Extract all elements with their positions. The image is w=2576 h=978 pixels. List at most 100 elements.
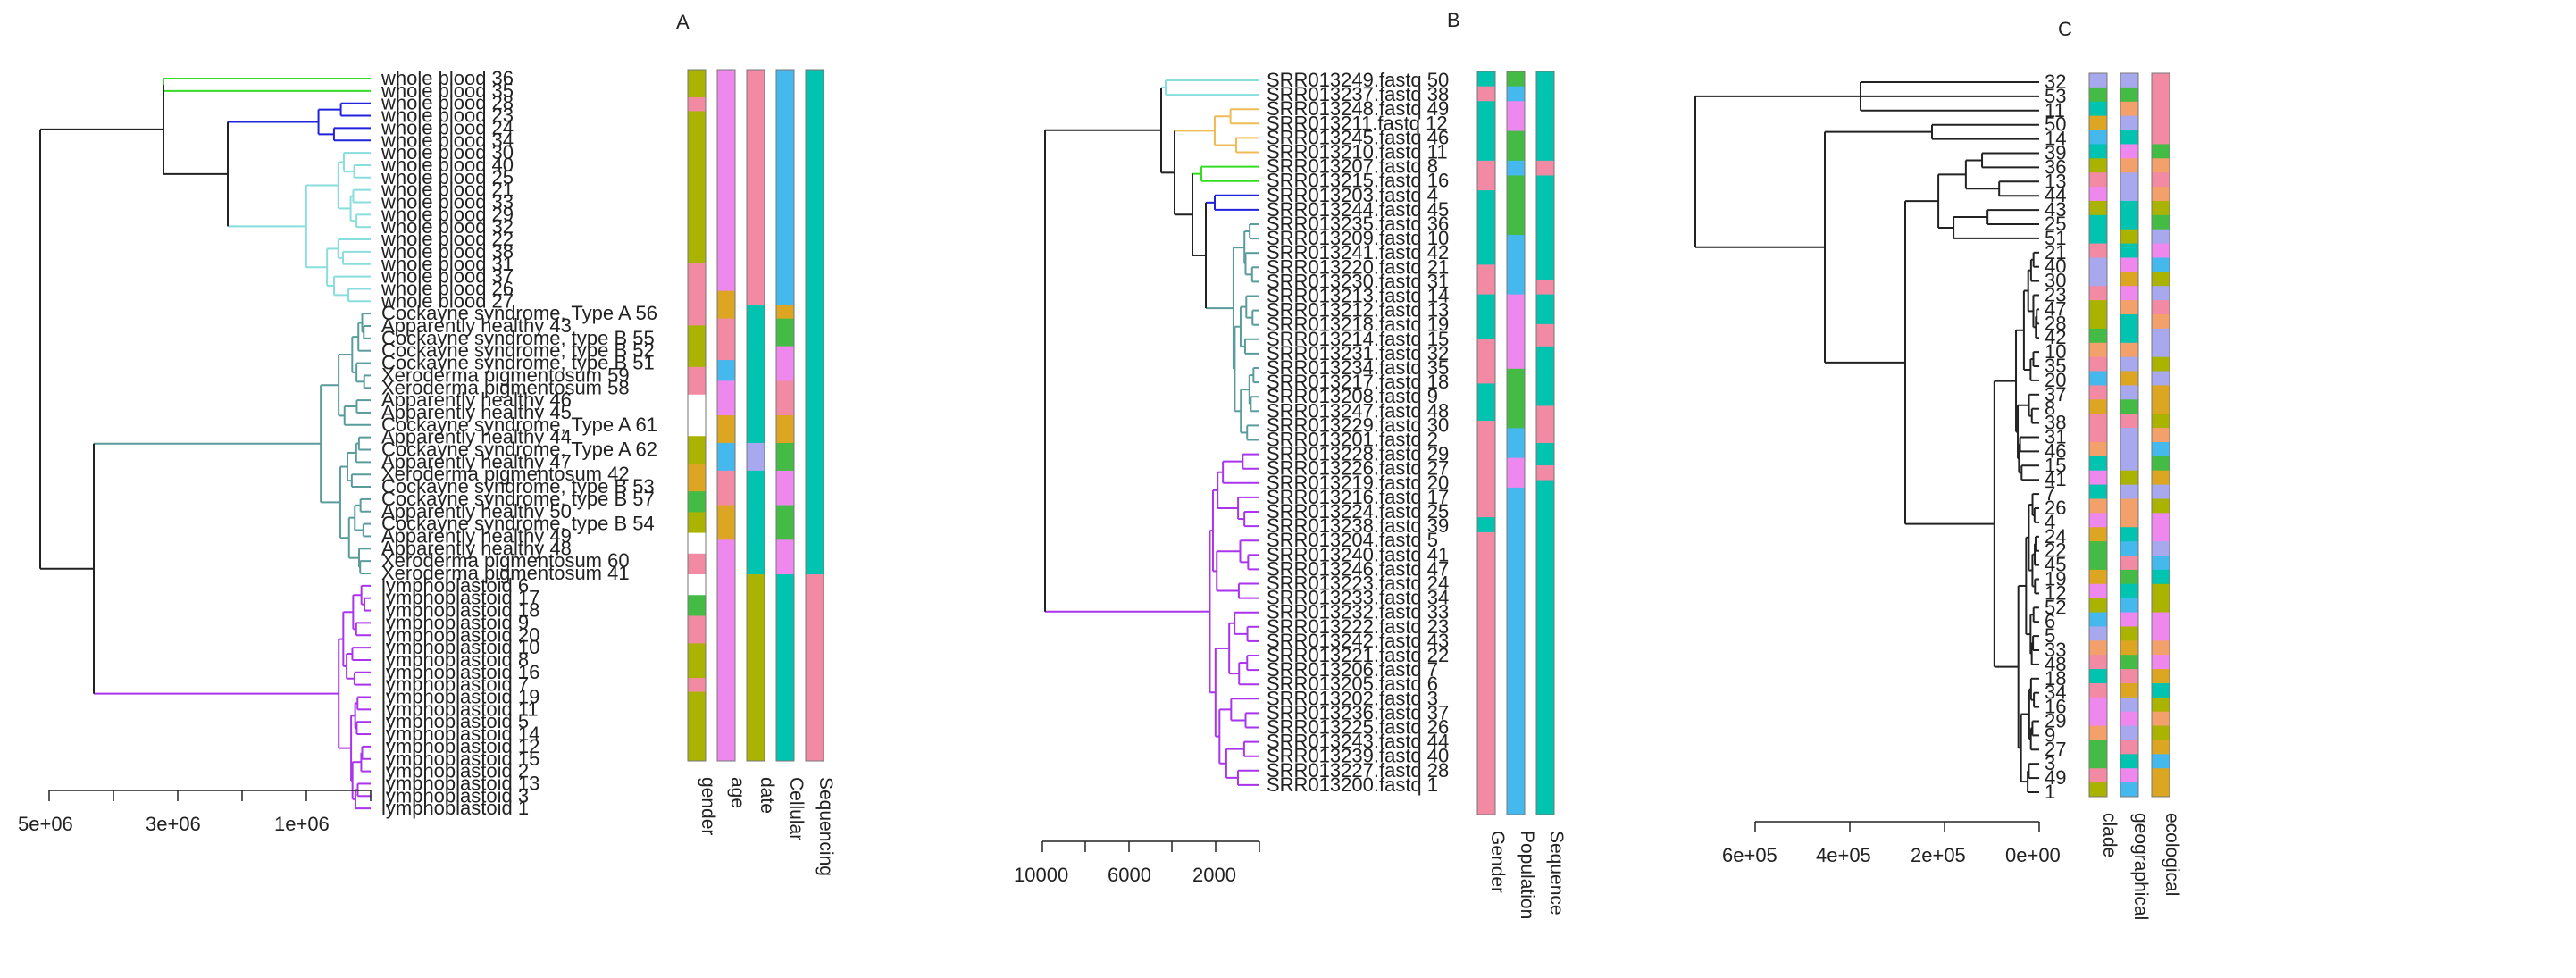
leaf-label: 14 bbox=[2045, 128, 2066, 150]
color-bar-c-segment bbox=[2089, 612, 2107, 627]
color-bar-label: Gender bbox=[1487, 831, 1508, 893]
leaf-label: whole blood 21 bbox=[381, 179, 514, 201]
color-bar-c-segment bbox=[2120, 73, 2138, 88]
color-bar-a-segment bbox=[776, 442, 794, 472]
color-bar-c-segment bbox=[2120, 484, 2138, 499]
color-bar-c-segment bbox=[2120, 229, 2138, 245]
leaf-label: whole blood 24 bbox=[381, 116, 514, 138]
color-bar-c-segment bbox=[2089, 556, 2107, 571]
leaf-label: whole blood 30 bbox=[381, 141, 514, 163]
color-bar-c-segment bbox=[2089, 272, 2107, 287]
color-bar-b-segment bbox=[1507, 487, 1525, 518]
leaf-label: Apparently healthy 43 bbox=[381, 314, 572, 337]
color-bar-label: gender bbox=[698, 777, 718, 835]
color-bar-c-segment bbox=[2120, 172, 2138, 188]
leaf-label: 11 bbox=[2045, 99, 2065, 121]
color-bar-a-segment bbox=[776, 415, 794, 444]
color-bar-a-segment bbox=[688, 512, 706, 534]
color-bar-c-segment bbox=[2089, 682, 2107, 698]
color-bar-c-segment bbox=[2152, 782, 2170, 798]
color-bar-c-segment bbox=[2120, 754, 2138, 769]
leaf-label: SRR013210.fastq 11 bbox=[1267, 141, 1448, 163]
axis-tick-label: 0e+00 bbox=[2005, 844, 2061, 866]
leaf-label: Cockayne syndrome, Type A 62 bbox=[381, 439, 657, 461]
color-bar-c-segment bbox=[2089, 498, 2107, 514]
color-bar-c-segment bbox=[2152, 513, 2170, 528]
color-bar-b-segment bbox=[1477, 190, 1495, 221]
color-bar-c-segment bbox=[2089, 144, 2107, 159]
leaf-label: 9 bbox=[2045, 723, 2055, 746]
color-bar-c-segment bbox=[2152, 356, 2170, 372]
leaf-label: 32 bbox=[2045, 71, 2066, 93]
color-bar-c-segment bbox=[2089, 725, 2107, 740]
leaf-label: SRR013245.fastq 46 bbox=[1267, 126, 1449, 148]
color-bar-c-segment bbox=[2120, 470, 2138, 486]
leaf-label: 41 bbox=[2045, 468, 2066, 490]
color-bar-c-segment bbox=[2120, 612, 2138, 627]
leaf-label: whole blood 23 bbox=[381, 104, 514, 127]
color-bar-b-outline bbox=[1506, 71, 1526, 815]
leaf-label: SRR013231.fastq 32 bbox=[1267, 342, 1449, 364]
leaf-label: 27 bbox=[2045, 738, 2066, 760]
leaf-label: SRR013243.fastq 44 bbox=[1267, 731, 1449, 753]
color-bar-a-outline bbox=[716, 69, 736, 762]
leaf-label: whole blood 32 bbox=[381, 215, 514, 238]
color-bar-c-segment bbox=[2152, 598, 2170, 614]
leaf-label: SRR013233.fastq 34 bbox=[1267, 587, 1449, 609]
leaf-label: SRR013216.fastq 17 bbox=[1267, 486, 1449, 508]
color-bar-c-segment bbox=[2089, 527, 2107, 542]
leaf-label: 51 bbox=[2045, 227, 2066, 249]
color-bar-c-segment bbox=[2089, 569, 2107, 585]
color-bar-c-segment bbox=[2152, 87, 2170, 103]
color-bar-a-segment bbox=[717, 360, 735, 381]
color-bar-c-segment bbox=[2152, 470, 2170, 486]
color-bar-b-segment bbox=[1477, 294, 1495, 340]
leaf-label: 28 bbox=[2045, 312, 2066, 334]
color-bar-c-segment bbox=[2152, 101, 2170, 117]
leaf-label: Cockayne syndrome, type B 57 bbox=[381, 488, 655, 510]
leaf-label: SRR013228.fastq 29 bbox=[1267, 443, 1449, 465]
color-bar-c-segment bbox=[2089, 229, 2107, 245]
leaf-label: 16 bbox=[2045, 696, 2066, 718]
color-bar-c-segment bbox=[2120, 556, 2138, 571]
color-bar-a-segment bbox=[717, 505, 735, 540]
color-bar-a-segment bbox=[717, 380, 735, 416]
leaf-label: lymphoblastoid 13 bbox=[381, 772, 539, 794]
leaf-label: 4 bbox=[2045, 511, 2055, 533]
leaf-label: lymphoblastoid 5 bbox=[381, 710, 529, 732]
leaf-label: Apparently healthy 45 bbox=[381, 401, 572, 423]
leaf-label: whole blood 28 bbox=[381, 92, 514, 114]
color-bar-c-segment bbox=[2152, 626, 2170, 641]
color-bar-c-segment bbox=[2152, 272, 2170, 287]
leaf-label: SRR013232.fastq 33 bbox=[1267, 601, 1449, 623]
leaf-label: SRR013222.fastq 23 bbox=[1267, 615, 1449, 638]
color-bar-c-segment bbox=[2089, 583, 2107, 599]
leaf-label: SRR013237.fastq 38 bbox=[1267, 83, 1449, 105]
color-bar-c-segment bbox=[2152, 640, 2170, 656]
color-bar-b-segment bbox=[1536, 464, 1554, 481]
leaf-label: lymphoblastoid 3 bbox=[381, 784, 529, 807]
color-bar-label: Cellular bbox=[786, 777, 807, 840]
color-bar-label: Sequencing bbox=[815, 777, 836, 876]
color-bar-c-segment bbox=[2120, 414, 2138, 429]
leaf-label: Apparently healthy 46 bbox=[381, 389, 572, 411]
leaf-label: 23 bbox=[2045, 284, 2066, 306]
color-bar-b-segment bbox=[1477, 517, 1495, 533]
color-bar-c-segment bbox=[2152, 229, 2170, 245]
leaf-label: 21 bbox=[2045, 241, 2066, 263]
leaf-label: whole blood 31 bbox=[381, 253, 514, 275]
color-bar-a-segment bbox=[717, 318, 735, 361]
color-bar-b-segment bbox=[1507, 457, 1525, 489]
leaf-label: SRR013247.fastq 48 bbox=[1267, 399, 1449, 422]
color-bar-c-segment bbox=[2089, 669, 2107, 684]
color-bar-c-segment bbox=[2120, 314, 2138, 330]
color-bar-c-segment bbox=[2152, 73, 2170, 88]
color-bar-c-segment bbox=[2152, 669, 2170, 684]
leaf-label: SRR013223.fastq 24 bbox=[1267, 573, 1449, 595]
color-bar-b-segment bbox=[1536, 175, 1554, 280]
leaf-label: SRR013249.fastq 50 bbox=[1267, 69, 1449, 91]
color-bar-b-segment bbox=[1507, 130, 1525, 162]
color-bar-b-segment bbox=[1536, 279, 1554, 296]
leaf-label: 26 bbox=[2045, 497, 2066, 519]
